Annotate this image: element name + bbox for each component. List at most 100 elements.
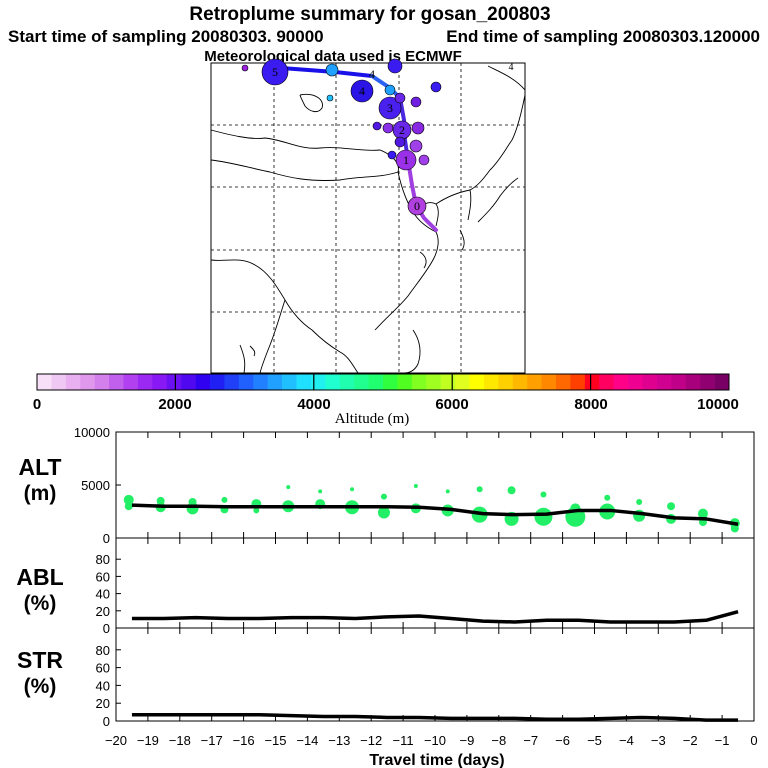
colorbar-cell <box>282 374 297 390</box>
coastlines <box>210 65 526 374</box>
y-tick-label: 0 <box>103 714 110 729</box>
panel-lines <box>131 503 739 722</box>
colorbar-frame <box>36 373 730 391</box>
colorbar: 0 2000 4000 6000 8000 10000 Altitude (m) <box>33 373 739 427</box>
colorbar-cell <box>253 374 268 390</box>
colorbar-cell <box>296 374 312 390</box>
y-tick-label: 0 <box>103 531 110 546</box>
colorbar-cell <box>426 374 441 390</box>
plume-marker <box>325 63 339 77</box>
colorbar-cell <box>498 374 514 390</box>
colorbar-cell <box>599 374 614 390</box>
str-panel-frame <box>115 627 755 722</box>
alt-scatter-point <box>534 507 553 526</box>
y-tick-label: 10000 <box>74 425 110 440</box>
x-tick-label: −17 <box>201 733 223 748</box>
x-tick-label: −5 <box>587 733 602 748</box>
y-tick-label: 5000 <box>81 478 110 493</box>
y-tick-label: 40 <box>96 678 110 693</box>
figure-title: Retroplume summary for gosan_200803 <box>189 4 550 25</box>
alt-scatter-point <box>604 494 611 501</box>
alt-panel-title: ALT <box>18 454 61 480</box>
map-gridlines <box>211 63 525 373</box>
abl-series-line <box>131 609 739 624</box>
colorbar-label-6000: 6000 <box>435 396 468 413</box>
colorbar-cell <box>354 374 369 390</box>
start-time-label: Start time of sampling 20080303. 90000 <box>8 27 324 46</box>
colorbar-label-0: 0 <box>33 396 41 413</box>
colorbar-cell <box>80 374 95 390</box>
y-tick-label: 80 <box>96 643 110 658</box>
alt-scatter-point <box>413 484 418 489</box>
alt-scatter-point <box>697 508 708 519</box>
x-tick-label: −15 <box>264 733 286 748</box>
colorbar-cell <box>267 374 283 390</box>
colorbar-cell <box>224 374 240 390</box>
colorbar-cell <box>685 374 701 390</box>
alt-scatter-point <box>318 489 323 494</box>
alt-panel-unit: (m) <box>24 482 57 505</box>
alt-scatter-point <box>540 491 547 498</box>
x-tick-label: −18 <box>169 733 191 748</box>
x-tick-label: −11 <box>393 733 414 748</box>
y-tick-label: 20 <box>96 696 110 711</box>
alt-scatter-point <box>667 502 676 511</box>
plume-marker <box>350 79 374 103</box>
end-time-label: End time of sampling 20080303.120000 <box>446 27 760 46</box>
colorbar-cell <box>613 374 629 390</box>
alt-scatter-point <box>350 487 355 492</box>
alt-scatter-point <box>377 506 390 519</box>
colorbar-cell <box>325 374 341 390</box>
colorbar-cell <box>152 374 168 390</box>
plume-marker <box>395 149 417 171</box>
plume-marker <box>241 64 249 72</box>
y-tick-label: 80 <box>96 552 110 567</box>
colorbar-cell <box>671 374 687 390</box>
map-panel: 5 4 3 2 1 0 4 4 <box>210 58 526 374</box>
colorbar-cell <box>397 374 413 390</box>
abl-panel-unit: (%) <box>24 592 57 615</box>
plume-marker <box>418 154 430 166</box>
alt-scatter-point <box>286 485 291 490</box>
x-tick-label: −14 <box>296 733 318 748</box>
abl-panel-title: ABL <box>16 564 63 590</box>
alt-scatter-point <box>445 489 450 494</box>
colorbar-label-10000: 10000 <box>697 396 739 413</box>
plume-label-1: 1 <box>403 153 409 167</box>
x-tick-label: −4 <box>619 733 634 748</box>
colorbar-cell <box>166 374 182 390</box>
colorbar-cell <box>339 374 355 390</box>
plume-marker <box>372 121 382 131</box>
plume-marker <box>394 136 406 148</box>
y-tick-label: 20 <box>96 604 110 619</box>
colorbar-cell <box>541 374 557 390</box>
colorbar-cell <box>195 374 211 390</box>
y-tick-label: 40 <box>96 587 110 602</box>
colorbar-cell <box>527 374 542 390</box>
colorbar-cell <box>65 374 81 390</box>
plume-marker <box>387 58 403 74</box>
str-panel-title: STR <box>17 647 63 673</box>
colorbar-cells <box>37 374 730 390</box>
alt-scatter-point <box>123 494 134 505</box>
colorbar-cell <box>440 374 456 390</box>
colorbar-cell <box>238 374 254 390</box>
x-tick-label: −10 <box>424 733 446 748</box>
alt-scatter-point <box>476 486 483 493</box>
str-panel-unit: (%) <box>24 675 57 698</box>
colorbar-label-4000: 4000 <box>297 396 330 413</box>
x-tick-label: −20 <box>105 733 127 748</box>
colorbar-cell <box>51 374 67 390</box>
colorbar-cell <box>109 374 124 390</box>
plume-label-2: 2 <box>399 123 405 137</box>
plume-day-labels: 5 4 3 2 1 0 4 4 <box>272 62 514 213</box>
plume-marker <box>430 81 442 93</box>
colorbar-cell <box>700 374 715 390</box>
plume-marker <box>378 96 402 120</box>
plume-markers <box>241 58 442 216</box>
y-tick-label: 0 <box>103 621 110 636</box>
plume-marker <box>326 94 334 102</box>
